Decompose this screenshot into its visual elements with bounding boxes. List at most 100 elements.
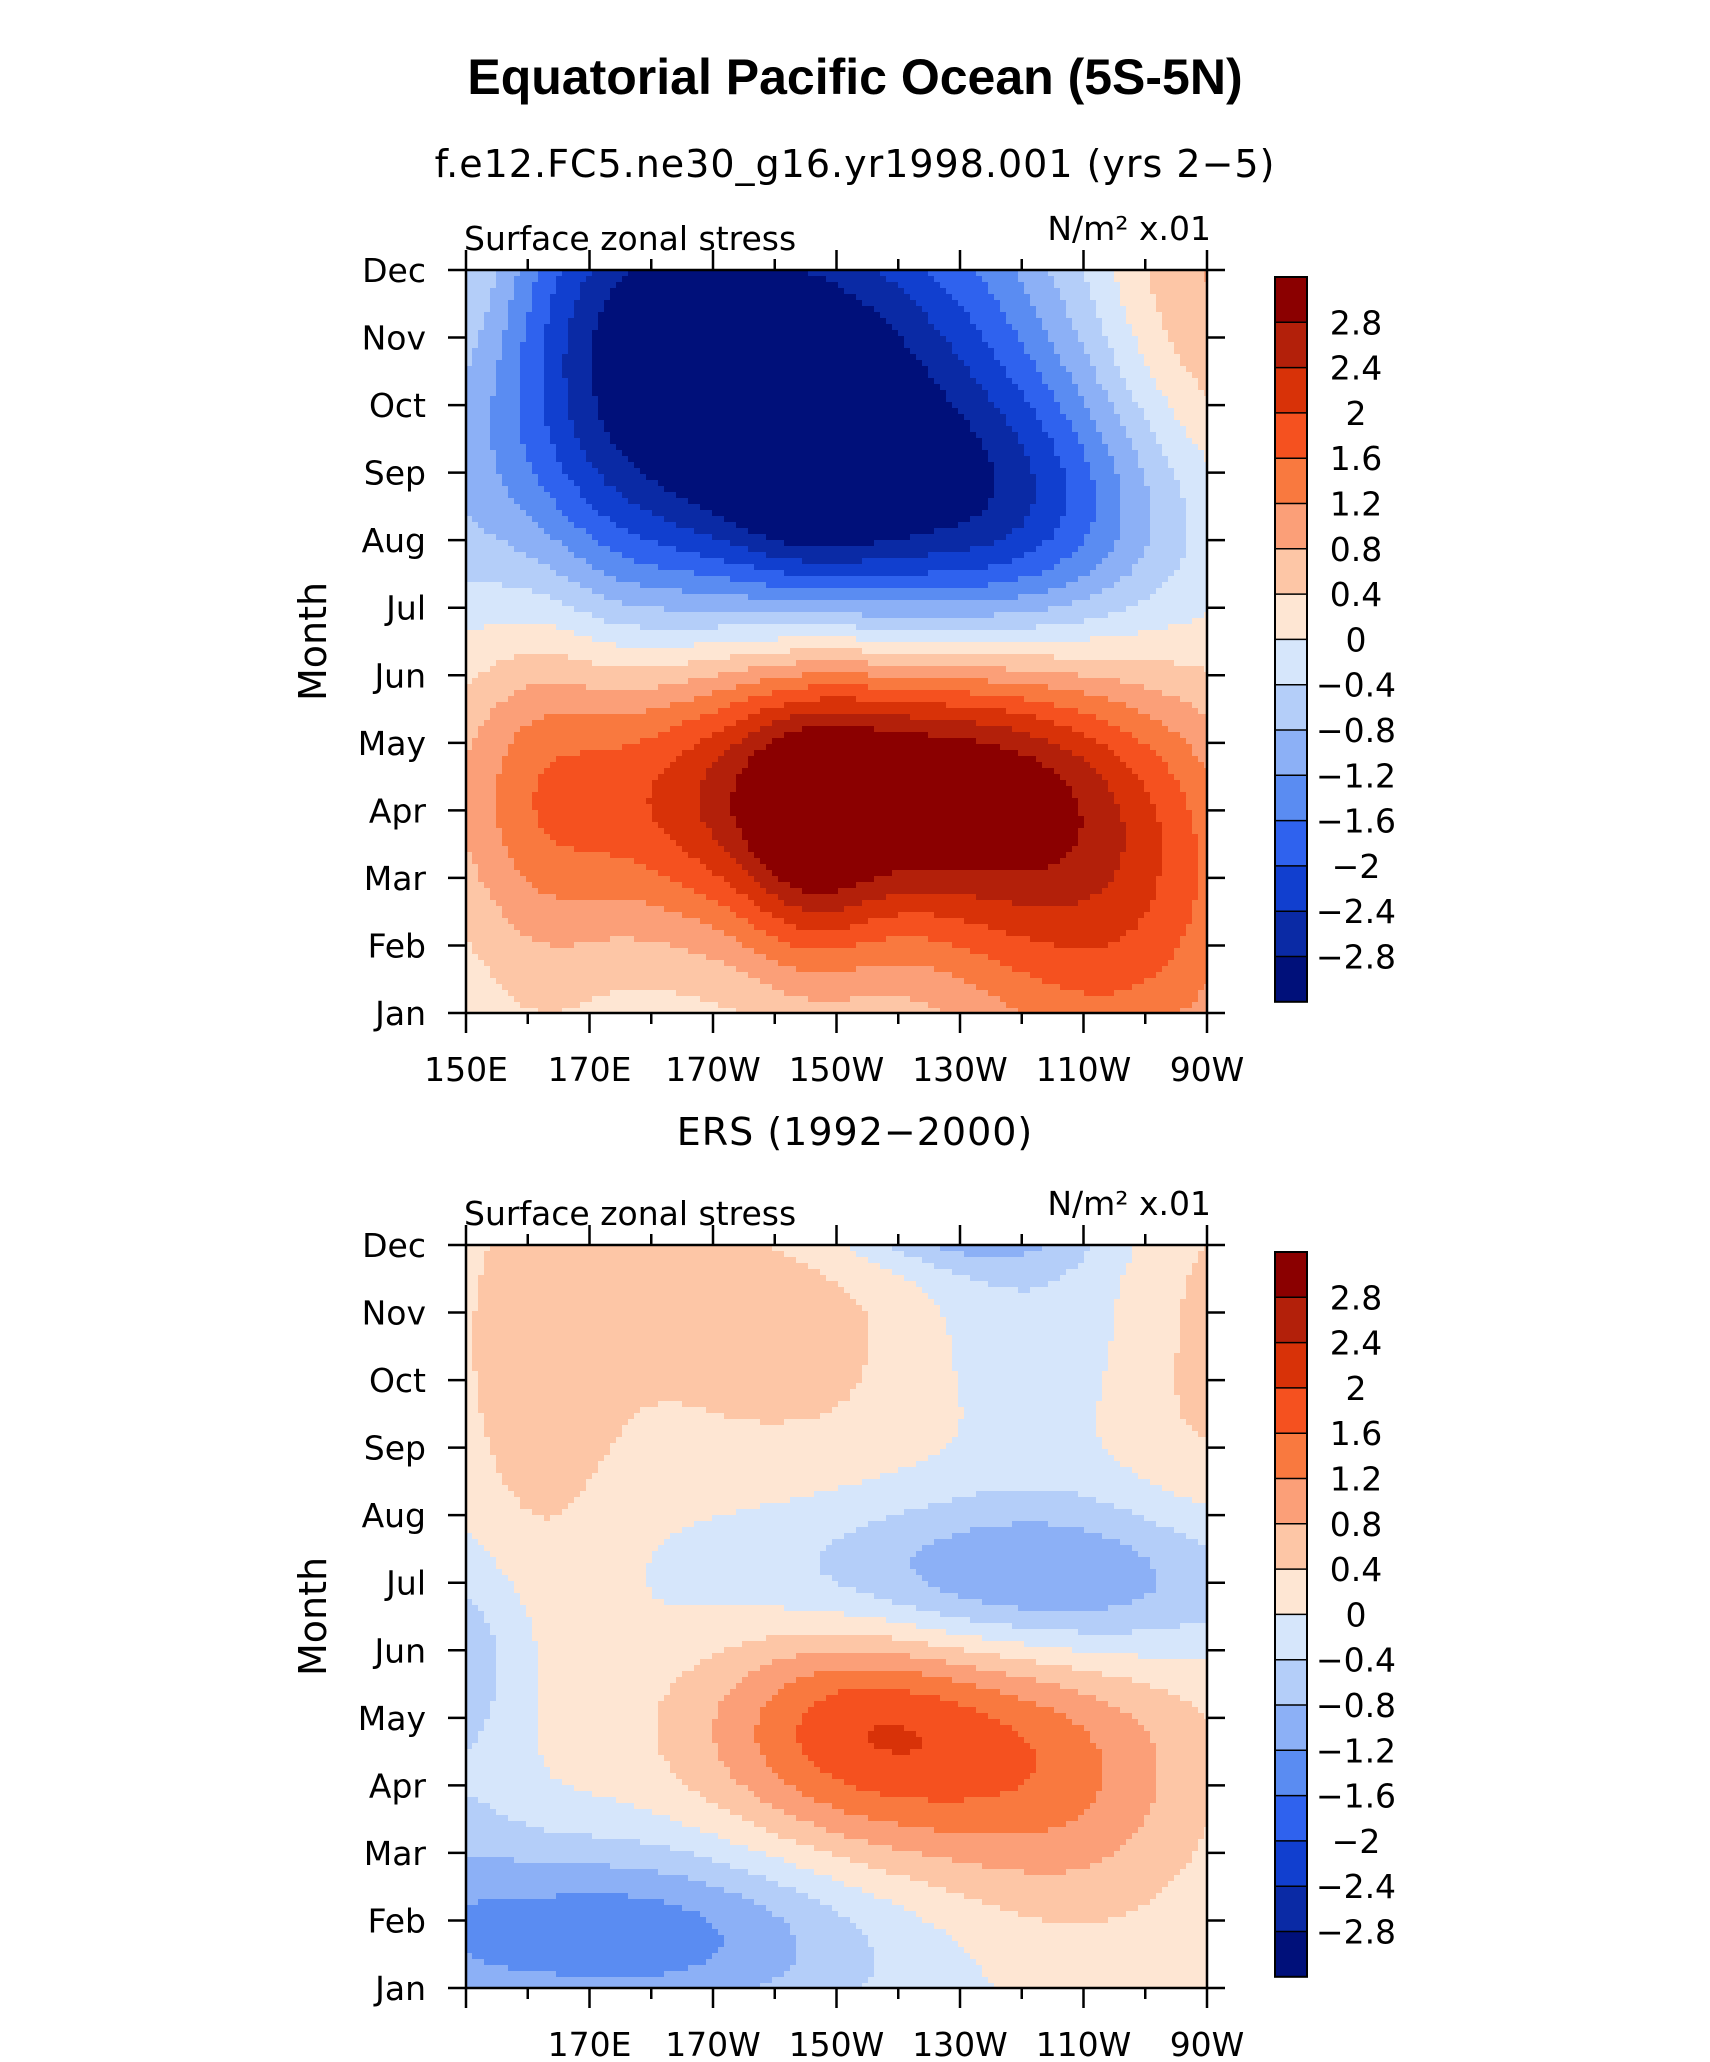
colorbar-box (1275, 1931, 1307, 1978)
y-tick-label: Mar (364, 1834, 427, 1873)
colorbar-label: −0.4 (1316, 666, 1396, 705)
colorbar-label: 0 (1346, 1595, 1367, 1634)
colorbar-label: 2.8 (1330, 1278, 1382, 1317)
colorbar-box (1275, 1795, 1307, 1842)
units-label: N/m² x.01 (1047, 1184, 1211, 1223)
colorbar-box (1275, 548, 1307, 595)
x-tick-label: 110W (1036, 1050, 1132, 1089)
colorbar-box (1275, 865, 1307, 912)
colorbar-label: 1.6 (1330, 439, 1382, 478)
colorbar-box (1275, 911, 1307, 957)
colorbar-label: 0.4 (1330, 575, 1382, 614)
colorbar-label: 0.4 (1330, 1550, 1382, 1589)
colorbar-label: 2.4 (1330, 1324, 1382, 1363)
variable-label: Surface zonal stress (464, 219, 796, 258)
y-tick-label: Oct (369, 1361, 426, 1400)
colorbar-box (1275, 458, 1307, 504)
colorbar-box (1275, 367, 1307, 414)
colorbar-box (1275, 1478, 1307, 1525)
colorbar-label: 2 (1346, 394, 1367, 433)
x-tick-label: 170W (665, 1050, 761, 1089)
colorbar-box (1275, 684, 1307, 731)
colorbar-label: −0.8 (1316, 1686, 1396, 1725)
colorbar-label: 1.2 (1330, 485, 1382, 524)
y-tick-label: Feb (368, 926, 426, 965)
units-label: N/m² x.01 (1047, 209, 1211, 248)
y-tick-label: Sep (364, 454, 426, 493)
colorbar-label: 1.2 (1330, 1460, 1382, 1499)
y-tick-label: Nov (362, 319, 426, 358)
colorbar-box (1275, 1387, 1307, 1434)
colorbar-box (1275, 1569, 1307, 1615)
panel-1-title: f.e12.FC5.ne30_g16.yr1998.001 (yrs 2−5) (0, 142, 1710, 186)
x-tick-label: 170E (548, 1050, 632, 1089)
colorbar-box (1275, 1252, 1307, 1298)
colorbar-label: −1.2 (1316, 756, 1396, 795)
x-tick-label: 150W (789, 2025, 885, 2062)
colorbar-label: −1.6 (1316, 802, 1396, 841)
colorbar-label: 0 (1346, 620, 1367, 659)
colorbar-label: −2.8 (1316, 1913, 1396, 1952)
colorbar-box (1275, 1523, 1307, 1570)
panel-1: Jan Feb Mar Apr May Jun Jul Aug Sep Oct Nov Dec 150E… (291, 209, 1396, 1089)
colorbar-label: −1.6 (1316, 1777, 1396, 1816)
x-tick-label: 90W (1170, 1050, 1245, 1089)
y-axis-label: Month (291, 1557, 335, 1676)
colorbar-label: −2.4 (1316, 892, 1396, 931)
y-tick-label: Dec (362, 1226, 426, 1265)
colorbar-box (1275, 277, 1307, 323)
y-tick-label: Jan (373, 1969, 426, 2008)
colorbar-label: −2 (1332, 847, 1381, 886)
x-tick-label: 170E (548, 2025, 632, 2062)
x-tick-label: 130W (912, 2025, 1008, 2062)
colorbar-box (1275, 1840, 1307, 1887)
colorbar: 2.8 2.4 2 1.6 1.2 0.8 0.4 0 −0.4 −0.8 −1.2 −1.6 −2 −2… (1274, 276, 1396, 1003)
colorbar-label: 2.8 (1330, 303, 1382, 342)
colorbar-box (1275, 775, 1307, 822)
colorbar-box (1275, 322, 1307, 369)
y-tick-label: Sep (364, 1429, 426, 1468)
contour-field (466, 1245, 1208, 1989)
colorbar-box (1275, 956, 1307, 1003)
colorbar-box (1275, 1886, 1307, 1932)
y-axis-label: Month (291, 582, 335, 701)
colorbar-label: 2 (1346, 1369, 1367, 1408)
y-tick-label: Nov (362, 1294, 426, 1333)
colorbar-box (1275, 1659, 1307, 1706)
y-tick-label: Apr (369, 791, 427, 830)
colorbar-box (1275, 594, 1307, 640)
x-tick-label: 170W (665, 2025, 761, 2062)
contour-field (466, 270, 1208, 1014)
colorbar-box (1275, 1342, 1307, 1389)
y-tick-label: May (358, 1699, 426, 1738)
panel-2: Jan Feb Mar Apr May Jun Jul Aug Sep Oct Nov Dec 170E… (291, 1184, 1396, 2062)
colorbar-box (1275, 1433, 1307, 1479)
colorbar-label: 1.6 (1330, 1414, 1382, 1453)
colorbar-box (1275, 503, 1307, 550)
variable-label: Surface zonal stress (464, 1194, 796, 1233)
x-tick-label: 150W (789, 1050, 885, 1089)
colorbar-label: −1.2 (1316, 1731, 1396, 1770)
colorbar: 2.8 2.4 2 1.6 1.2 0.8 0.4 0 −0.4 −0.8 −1.2 −1.6 −2 −2… (1274, 1251, 1396, 1978)
main-title: Equatorial Pacific Ocean (5S-5N) (0, 48, 1710, 106)
colorbar-box (1275, 412, 1307, 459)
x-tick-label: 150E (424, 1050, 508, 1089)
colorbar-label: 0.8 (1330, 530, 1382, 569)
colorbar-box (1275, 820, 1307, 867)
colorbar-box (1275, 1614, 1307, 1661)
colorbar-label: −0.8 (1316, 711, 1396, 750)
y-tick-label: Jan (373, 994, 426, 1033)
x-tick-label: 110W (1036, 2025, 1132, 2062)
y-tick-label: Jul (384, 1564, 426, 1603)
colorbar-label: −2.8 (1316, 938, 1396, 977)
colorbar-box (1275, 730, 1307, 776)
colorbar-label: 2.4 (1330, 349, 1382, 388)
colorbar-label: −2 (1332, 1822, 1381, 1861)
panel-2-title: ERS (1992−2000) (0, 1110, 1710, 1154)
y-tick-label: Feb (368, 1901, 426, 1940)
colorbar-box (1275, 1297, 1307, 1344)
x-tick-label: 130W (912, 1050, 1008, 1089)
y-tick-label: Aug (362, 521, 426, 560)
y-tick-label: Jun (372, 1631, 426, 1670)
